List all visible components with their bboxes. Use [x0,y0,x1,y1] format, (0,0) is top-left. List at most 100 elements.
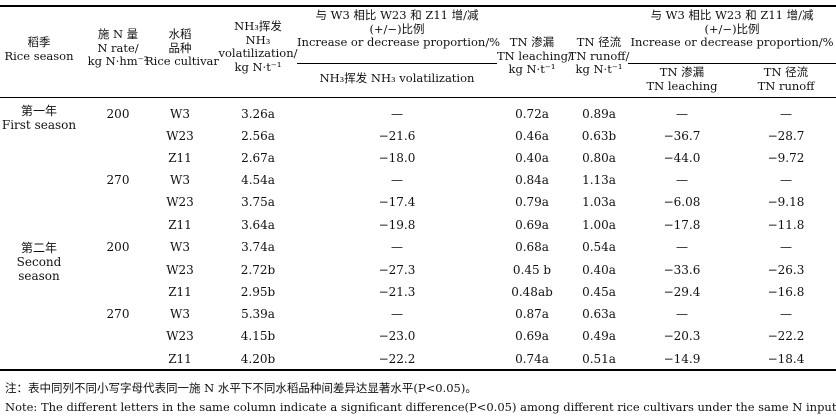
cell-rate: 270 [106,307,130,321]
header-compare-right-runoff-en: TN runoff [757,78,815,93]
header-tn-runoff-en: TN runoff/ [568,48,630,63]
cell-nh3p: — [391,240,403,254]
table-top-rule [0,5,836,7]
season-first-en: First season [1,118,77,132]
cell-rp: −11.8 [767,218,805,232]
cell-leach: 0.79a [515,195,549,209]
cell-nh3: 2.72b [240,263,276,277]
cell-lp: −33.6 [663,263,701,277]
cell-runoff: 0.45a [582,285,616,299]
cell-leach: 0.68a [515,240,549,254]
header-tn-runoff: TN 径流 TN runoff/ kg N·t⁻¹ [567,35,631,77]
cell-cv: W23 [166,195,194,209]
cell-cv: W3 [170,307,190,321]
cell-nh3p: −19.8 [378,218,416,232]
header-compare-left-sub: NH₃挥发 NH₃ volatilization [319,71,475,85]
cell-nh3: 4.54a [241,173,275,187]
season-second-en2: season [18,269,60,283]
cell-cv: W23 [166,129,194,143]
cell-cv: Z11 [168,218,192,232]
cell-runoff: 1.13a [582,173,616,187]
header-n-rate-unit: kg N·hm⁻² [87,54,149,68]
header-compare-right-en: Increase or decrease proportion/% [630,35,834,49]
header-nh3-en: volatilization/ [218,46,298,60]
cell-nh3p: −17.4 [378,195,416,209]
header-n-rate-en: N rate/ [97,40,139,55]
header-compare-right-leach-en: TN leaching [646,78,718,93]
header-tn-leach-en: TN leaching/ [497,48,572,63]
cell-rp: — [780,107,792,121]
cell-nh3p: −27.3 [378,263,416,277]
cell-cv: Z11 [168,285,192,299]
cell-lp: — [676,307,688,321]
cell-runoff: 0.80a [582,151,616,165]
cell-leach: 0.46a [515,129,549,143]
cell-leach: 0.48ab [511,285,553,299]
cell-lp: −6.08 [663,195,701,209]
cell-lp: — [676,107,688,121]
cell-nh3p: −23.0 [378,329,416,343]
cell-nh3: 2.95b [240,285,276,299]
table-row: W23 2.56a −21.6 0.46a 0.63b −36.7 −28.7 [0,125,836,147]
cell-rp: −9.18 [767,195,805,209]
header-n-rate-cn: 施 N 量 [97,27,139,41]
table-row: W23 3.75a −17.4 0.79a 1.03a −6.08 −9.18 [0,191,836,213]
cell-lp: −20.3 [663,329,701,343]
cell-runoff: 0.51a [582,352,616,366]
cell-nh3: 3.74a [241,240,275,254]
header-nh3-symbol: NH₃ [245,32,271,47]
cell-leach: 0.69a [515,329,549,343]
header-compare-left: 与 W3 相比 W23 和 Z11 增/减 (+/−)比例 Increase o… [297,8,500,50]
cell-nh3: 3.75a [241,195,275,209]
header-compare-right-cn: 与 W3 相比 W23 和 Z11 增/减 [650,8,814,22]
cell-rp: — [780,173,792,187]
table-row: Z11 2.67a −18.0 0.40a 0.80a −44.0 −9.72 [0,147,836,169]
cell-nh3p: −21.6 [378,129,416,143]
cell-nh3: 2.67a [241,151,275,165]
cell-leach: 0.69a [515,218,549,232]
header-compare-right-runoff-cn: TN 径流 [763,65,809,79]
header-tn-runoff-cn: TN 径流 [576,35,622,49]
header-compare-right-sign: (+/−)比例 [704,21,760,36]
table-row: 200 W3 3.74a — 0.68a 0.54a — — [0,236,836,258]
cell-nh3p: — [391,107,403,121]
cell-nh3p: −21.3 [378,285,416,299]
season-label-first: 第一年 First season [0,104,78,132]
header-cultivar-cn1: 水稻 [168,27,192,41]
header-compare-left-sign: (+/−)比例 [369,21,425,36]
table-bottom-rule [0,369,836,371]
cell-nh3: 4.15b [240,329,276,343]
table-header-rule [0,97,836,98]
cell-cv: W3 [170,240,190,254]
cell-runoff: 0.89a [582,107,616,121]
header-compare-right-leach-cn: TN 渗漏 [659,65,705,79]
cell-leach: 0.74a [515,352,549,366]
cell-leach: 0.72a [515,107,549,121]
right-comparison-rule [628,63,836,64]
header-nh3-unit: kg N·t⁻¹ [234,59,282,74]
cell-leach: 0.87a [515,307,549,321]
cell-rp: — [780,307,792,321]
cell-runoff: 0.54a [582,240,616,254]
header-cultivar-en: Rice cultivar [145,54,219,68]
header-tn-leach-unit: kg N·t⁻¹ [508,62,556,76]
header-compare-right-runoff: TN 径流 TN runoff [736,65,836,93]
cell-rp: −16.8 [767,285,805,299]
cell-nh3: 5.39a [241,307,275,321]
cell-rate: 200 [106,240,130,254]
cell-nh3: 2.56a [241,129,275,143]
season-second-cn: 第二年 [20,241,57,255]
cell-cv: W3 [170,107,190,121]
cell-rate: 200 [106,107,130,121]
table-row: W23 2.72b −27.3 0.45 b 0.40a −33.6 −26.3 [0,259,836,281]
table-row: 270 W3 5.39a — 0.87a 0.63a — — [0,303,836,325]
header-nh3: NH₃挥发 NH₃ volatilization/ kg N·t⁻¹ [218,19,298,74]
cell-leach: 0.40a [515,151,549,165]
cell-rp: −26.3 [767,263,805,277]
header-cultivar-cn2: 品种 [168,40,192,55]
cell-runoff: 0.63b [581,129,617,143]
season-label-second: 第二年 Second season [0,241,78,283]
cell-rp: — [780,240,792,254]
header-cultivar: 水稻 品种 Rice cultivar [145,27,219,69]
cell-nh3p: −18.0 [378,151,416,165]
